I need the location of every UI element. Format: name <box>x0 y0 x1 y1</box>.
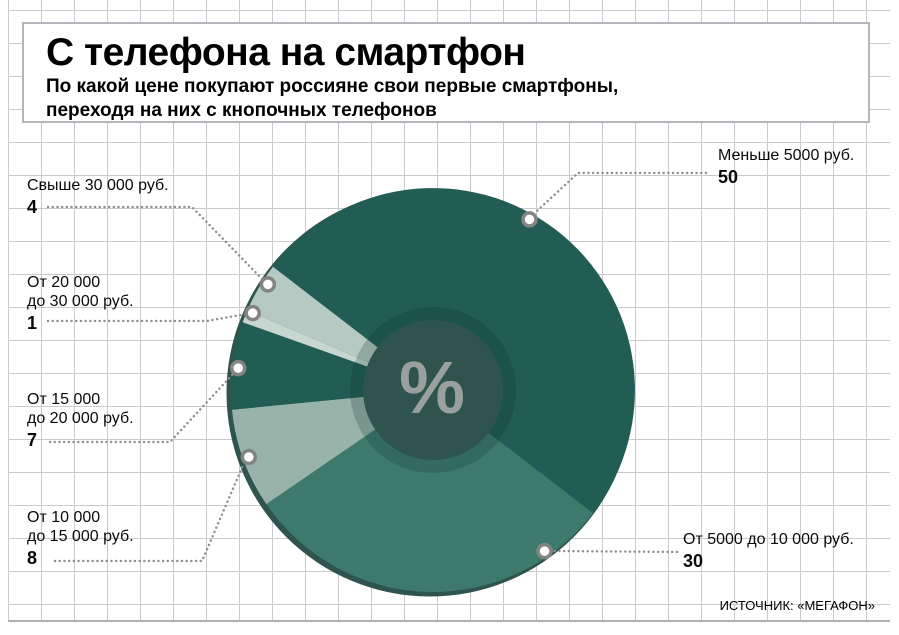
leader-line <box>535 171 708 213</box>
slice-label-10000-15000: От 10 000 до 15 000 руб. 8 <box>27 508 134 568</box>
page-subtitle-line1: По какой цене покупают россияне свои пер… <box>46 76 619 97</box>
donut-center-label: % <box>399 346 465 429</box>
label-text: до 30 000 руб. <box>27 293 134 310</box>
slice-label-over-30000: Свыше 30 000 руб. 4 <box>27 176 169 217</box>
leader-line <box>53 461 246 563</box>
label-value: 8 <box>27 548 38 568</box>
donut-slice <box>247 266 378 363</box>
source-credit: ИСТОЧНИК: «МЕГАФОН» <box>719 598 875 613</box>
slice-marker <box>229 359 247 377</box>
label-value: 30 <box>683 551 704 571</box>
slice-marker <box>521 211 538 228</box>
label-value: 7 <box>27 430 38 450</box>
label-value: 1 <box>27 313 38 333</box>
donut-slice <box>231 396 376 505</box>
donut-slice <box>230 322 368 410</box>
label-text: От 20 000 <box>27 274 101 291</box>
donut-slice <box>272 188 635 514</box>
label-text: От 10 000 <box>27 509 101 526</box>
label-text: до 20 000 руб. <box>27 410 134 427</box>
slice-label-under-5000: Меньше 5000 руб. 50 <box>718 146 854 187</box>
slice-label-15000-20000: От 15 000 до 20 000 руб. 7 <box>27 390 134 450</box>
donut-slice <box>242 310 369 367</box>
leader-line <box>551 549 679 554</box>
slice-marker <box>240 448 258 466</box>
slice-marker <box>259 276 277 293</box>
hole-shadow-ring <box>350 307 516 473</box>
label-text: Меньше 5000 руб. <box>718 147 855 164</box>
slice-label-20000-30000: От 20 000 до 30 000 руб. 1 <box>27 273 134 333</box>
label-text: Свыше 30 000 руб. <box>27 177 169 194</box>
label-text: От 15 000 <box>27 391 101 408</box>
leader-line <box>46 205 264 281</box>
label-value: 4 <box>27 197 38 217</box>
label-text: до 15 000 руб. <box>27 528 134 545</box>
header-box: С телефона на смартфон По какой цене пок… <box>22 22 870 123</box>
label-value: 50 <box>718 167 739 187</box>
page-subtitle-line2: переходя на них с кнопочных телефонов <box>46 100 437 121</box>
slice-marker <box>244 304 261 322</box>
label-text: От 5000 до 10 000 руб. <box>683 531 854 548</box>
donut-slice <box>266 429 594 592</box>
page-title: С телефона на смартфон <box>46 31 526 74</box>
leader-line <box>46 312 248 323</box>
slice-marker <box>536 542 553 560</box>
slice-label-5000-10000: От 5000 до 10 000 руб. 30 <box>683 530 854 571</box>
